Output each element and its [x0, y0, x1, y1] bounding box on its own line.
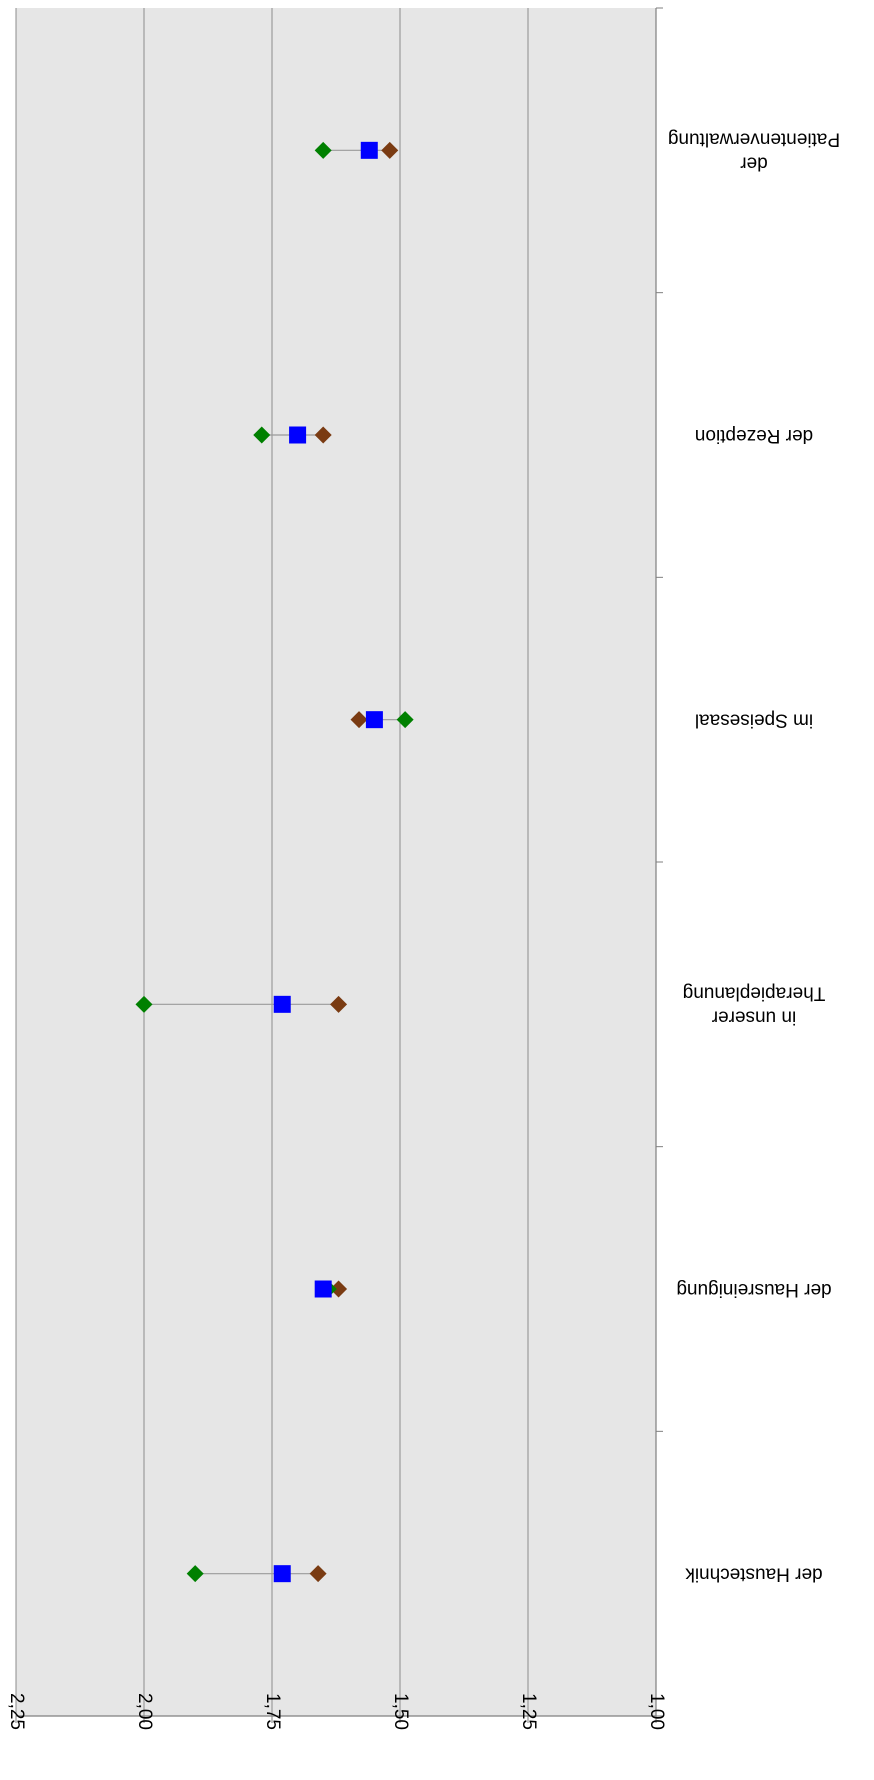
- diamond-marker: [135, 995, 153, 1013]
- tick-label: 1,50: [390, 1693, 411, 1730]
- diamond-marker: [330, 995, 348, 1013]
- labels: 1,00 1,25 1,50 1,75 2,00 2,25 der Patientenverw…: [6, 128, 840, 1730]
- markers: [135, 141, 414, 1583]
- category-label: der: [740, 152, 768, 173]
- category-label: in unserer: [711, 1006, 796, 1027]
- diamond-marker: [381, 141, 399, 159]
- square-marker: [273, 995, 291, 1013]
- diamond-marker: [396, 711, 414, 729]
- diamond-marker: [314, 141, 332, 159]
- category-label: der Hausreinigung: [676, 1279, 831, 1300]
- diamond-marker: [253, 426, 271, 444]
- diamond-marker: [186, 1565, 204, 1583]
- category-label: im Speisesaal: [695, 710, 813, 731]
- diamond-marker: [350, 711, 368, 729]
- tick-label: 1,25: [518, 1693, 539, 1730]
- category-label: Patientenverwaltung: [668, 128, 840, 149]
- square-marker: [365, 711, 383, 729]
- gridlines: [15, 8, 529, 1716]
- square-marker: [289, 426, 307, 444]
- axes: [15, 7, 663, 1723]
- tick-label: 2,00: [134, 1693, 155, 1730]
- square-marker: [273, 1565, 291, 1583]
- category-label: der Haustechnik: [685, 1564, 823, 1585]
- tick-label: 2,25: [6, 1693, 27, 1730]
- square-marker: [314, 1280, 332, 1298]
- plot-area: [16, 8, 656, 1716]
- category-label: Therapieplanung: [683, 982, 826, 1003]
- diamond-marker: [309, 1565, 327, 1583]
- category-label: der Rezeption: [695, 425, 813, 446]
- square-marker: [360, 141, 378, 159]
- tick-label: 1,75: [262, 1693, 283, 1730]
- diamond-marker: [314, 426, 332, 444]
- tick-label: 1,00: [646, 1693, 667, 1730]
- diamond-marker: [330, 1280, 348, 1298]
